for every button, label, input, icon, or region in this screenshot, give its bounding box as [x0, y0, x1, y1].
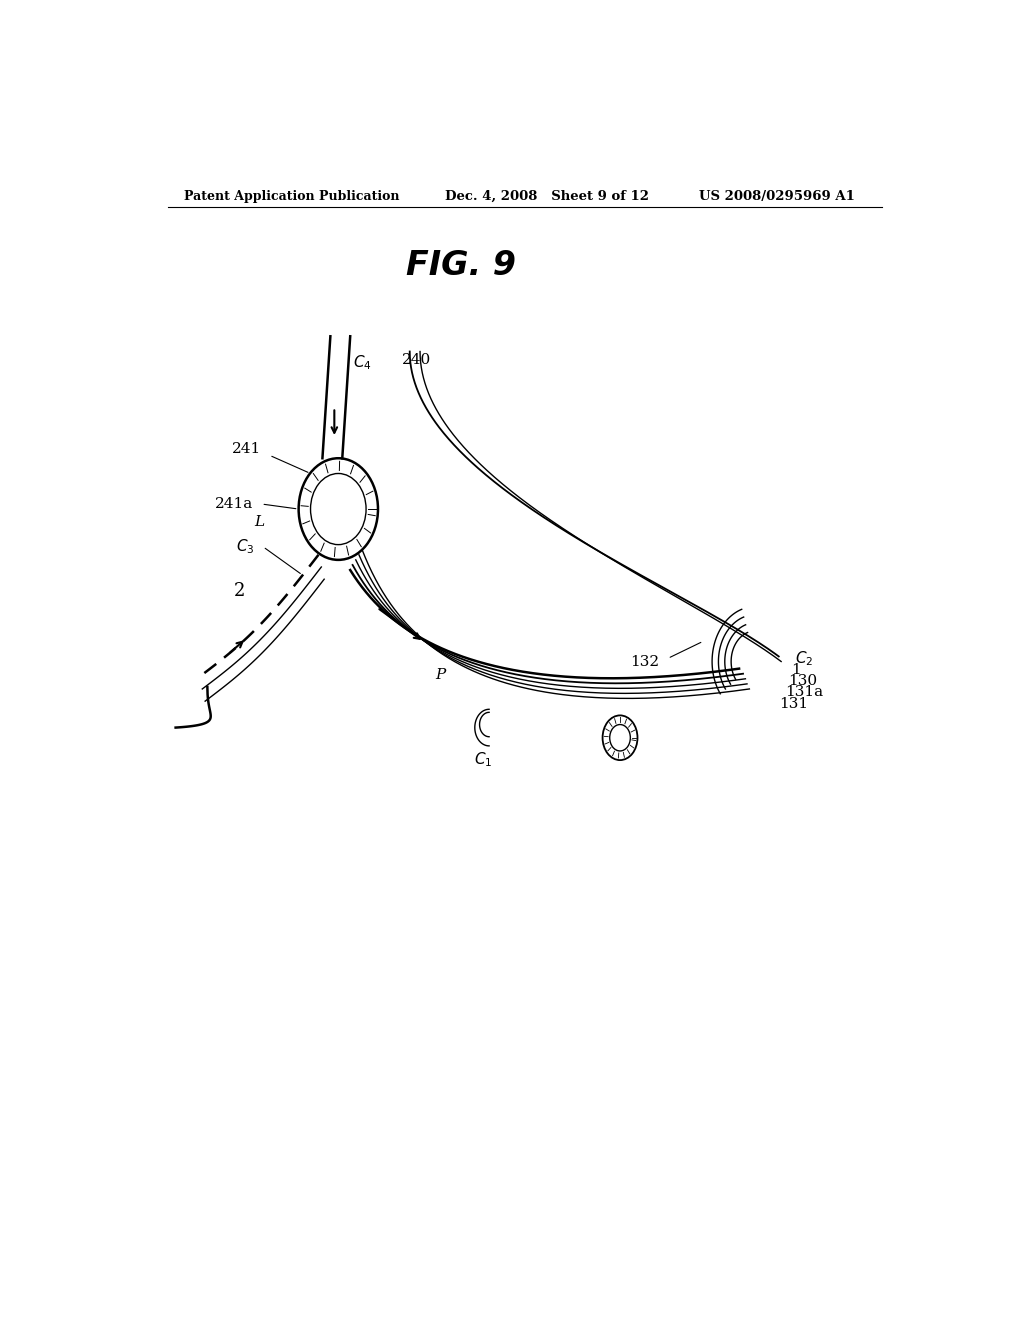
Text: 132: 132 — [631, 655, 659, 668]
Text: $C_2$: $C_2$ — [795, 649, 813, 668]
Text: 1: 1 — [792, 663, 801, 677]
Text: $C_4$: $C_4$ — [352, 354, 372, 372]
Text: Dec. 4, 2008   Sheet 9 of 12: Dec. 4, 2008 Sheet 9 of 12 — [445, 190, 649, 202]
Text: US 2008/0295969 A1: US 2008/0295969 A1 — [699, 190, 855, 202]
Text: P: P — [435, 668, 445, 681]
Text: 130: 130 — [788, 673, 817, 688]
Text: 241a: 241a — [215, 496, 253, 511]
Text: 131a: 131a — [785, 685, 823, 700]
Text: 241: 241 — [232, 442, 261, 457]
Text: L: L — [254, 515, 264, 529]
Text: 240: 240 — [401, 352, 431, 367]
Text: FIG. 9: FIG. 9 — [407, 248, 516, 281]
Text: 131: 131 — [778, 697, 808, 711]
Text: $C_1$: $C_1$ — [474, 750, 493, 768]
Text: 2: 2 — [234, 582, 246, 601]
Text: $C_3$: $C_3$ — [237, 537, 255, 556]
Text: Patent Application Publication: Patent Application Publication — [183, 190, 399, 202]
